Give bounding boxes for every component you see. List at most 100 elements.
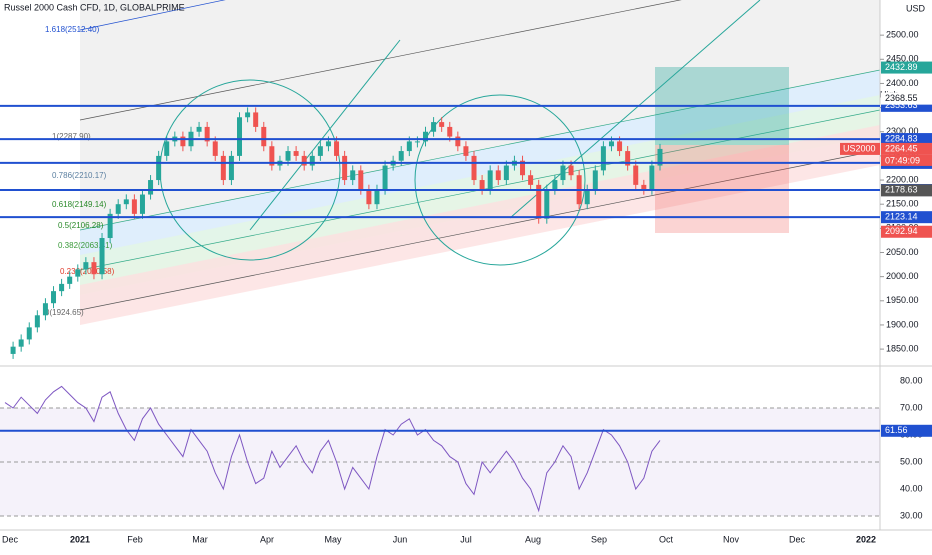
candle	[487, 170, 493, 190]
candle	[42, 303, 48, 316]
candle	[350, 170, 356, 181]
candle	[422, 131, 428, 142]
y-tick-label: 2300.00	[886, 126, 919, 136]
y-tick-label: 2450.00	[886, 54, 919, 64]
y-tick-label: 2200.00	[886, 174, 919, 184]
candle	[447, 126, 453, 137]
price-tag	[881, 225, 932, 238]
candle	[342, 155, 348, 181]
candle	[608, 141, 614, 147]
candle	[600, 146, 606, 171]
candle	[10, 346, 16, 354]
candle	[325, 141, 331, 147]
countdown-tag	[881, 154, 932, 166]
title: Russel 2000 Cash CFD, 1D, GLOBALPRIME	[4, 2, 185, 12]
candle	[520, 160, 526, 176]
candle	[220, 155, 226, 181]
candle	[148, 180, 154, 195]
x-tick-label: May	[324, 534, 342, 544]
x-tick-label: 2021	[70, 534, 90, 544]
candle	[261, 126, 267, 147]
rsi-tick-label: 70.00	[900, 402, 923, 412]
x-tick-label: Aug	[525, 534, 541, 544]
candle	[245, 112, 251, 118]
candle	[358, 170, 364, 190]
candle	[212, 141, 218, 156]
price-tag-label: 2178.63	[885, 185, 918, 195]
price-tag	[881, 211, 932, 224]
candle	[180, 136, 186, 147]
candle	[123, 199, 129, 205]
price-tag	[881, 184, 932, 197]
y-tick-label: 1900.00	[886, 319, 919, 329]
candle	[51, 291, 57, 304]
price-tag-label: 2092.94	[885, 226, 918, 236]
x-tick-label: 2022	[856, 534, 876, 544]
candle	[164, 141, 170, 156]
candle	[156, 155, 162, 181]
countdown: 07:49:09	[885, 155, 920, 165]
candle	[657, 148, 663, 166]
rsi-line	[4, 385, 661, 513]
rsi-tag	[881, 424, 932, 437]
candle	[204, 126, 210, 142]
candle	[228, 155, 234, 181]
fib-label: 1(2287.90)	[52, 132, 91, 141]
candle	[617, 141, 623, 152]
candle	[641, 184, 647, 190]
symbol-label: US2000	[843, 143, 876, 153]
candle	[237, 117, 243, 156]
rsi-tick-label: 30.00	[900, 510, 923, 520]
candle	[374, 189, 380, 205]
candle	[398, 151, 404, 161]
rsi-tag-label: 61.56	[885, 425, 908, 435]
candle	[293, 151, 299, 156]
candle	[649, 165, 655, 190]
fib-label: 0.236(2010.58)	[60, 267, 115, 276]
fib-label: 0.786(2210.17)	[52, 171, 107, 180]
candle	[285, 151, 291, 161]
fib-label: 1.618(2512.40)	[45, 25, 100, 34]
candle	[67, 276, 73, 284]
candle	[99, 238, 105, 275]
y-tick-label: 2000.00	[886, 271, 919, 281]
price-tag-label: 2353.63	[885, 100, 918, 110]
y-tick-label: 1850.00	[886, 343, 919, 353]
drawings	[79, 0, 881, 325]
x-tick-label: Jun	[393, 534, 408, 544]
candle	[406, 141, 412, 152]
price-tag-label: 2123.14	[885, 212, 918, 222]
candle	[139, 194, 145, 214]
currency: USD	[906, 3, 926, 13]
symbol-tag	[840, 142, 880, 155]
candle	[439, 122, 445, 127]
candle	[463, 146, 469, 156]
price-tag-label: 2284.83	[885, 133, 918, 143]
rsi-tick-label: 80.00	[900, 375, 923, 385]
price-tag	[881, 92, 932, 105]
price-tag-label: 2264.45	[885, 143, 918, 153]
x-tick-label: Dec	[789, 534, 806, 544]
y-tick-label: 2500.00	[886, 30, 919, 40]
candle	[552, 180, 558, 190]
candle	[18, 339, 24, 347]
x-tick-label: Feb	[127, 534, 143, 544]
candle	[625, 151, 631, 166]
candle	[83, 262, 89, 270]
candle	[592, 170, 598, 190]
y-tick-label: 2050.00	[886, 247, 919, 257]
candle	[479, 180, 485, 190]
candle	[584, 189, 590, 205]
candle	[528, 175, 534, 185]
price-tag	[881, 142, 932, 155]
x-tick-label: Oct	[659, 534, 674, 544]
y-tick-label: 2150.00	[886, 199, 919, 209]
candle	[503, 165, 509, 181]
fib-label: 0.382(2063.41)	[58, 241, 113, 250]
candle	[131, 199, 137, 214]
candle	[309, 155, 315, 166]
candle	[495, 170, 501, 181]
fib-label: 0.5(2106.28)	[58, 221, 104, 230]
candle	[568, 165, 574, 176]
fib-label: 0(1924.65)	[45, 308, 84, 317]
